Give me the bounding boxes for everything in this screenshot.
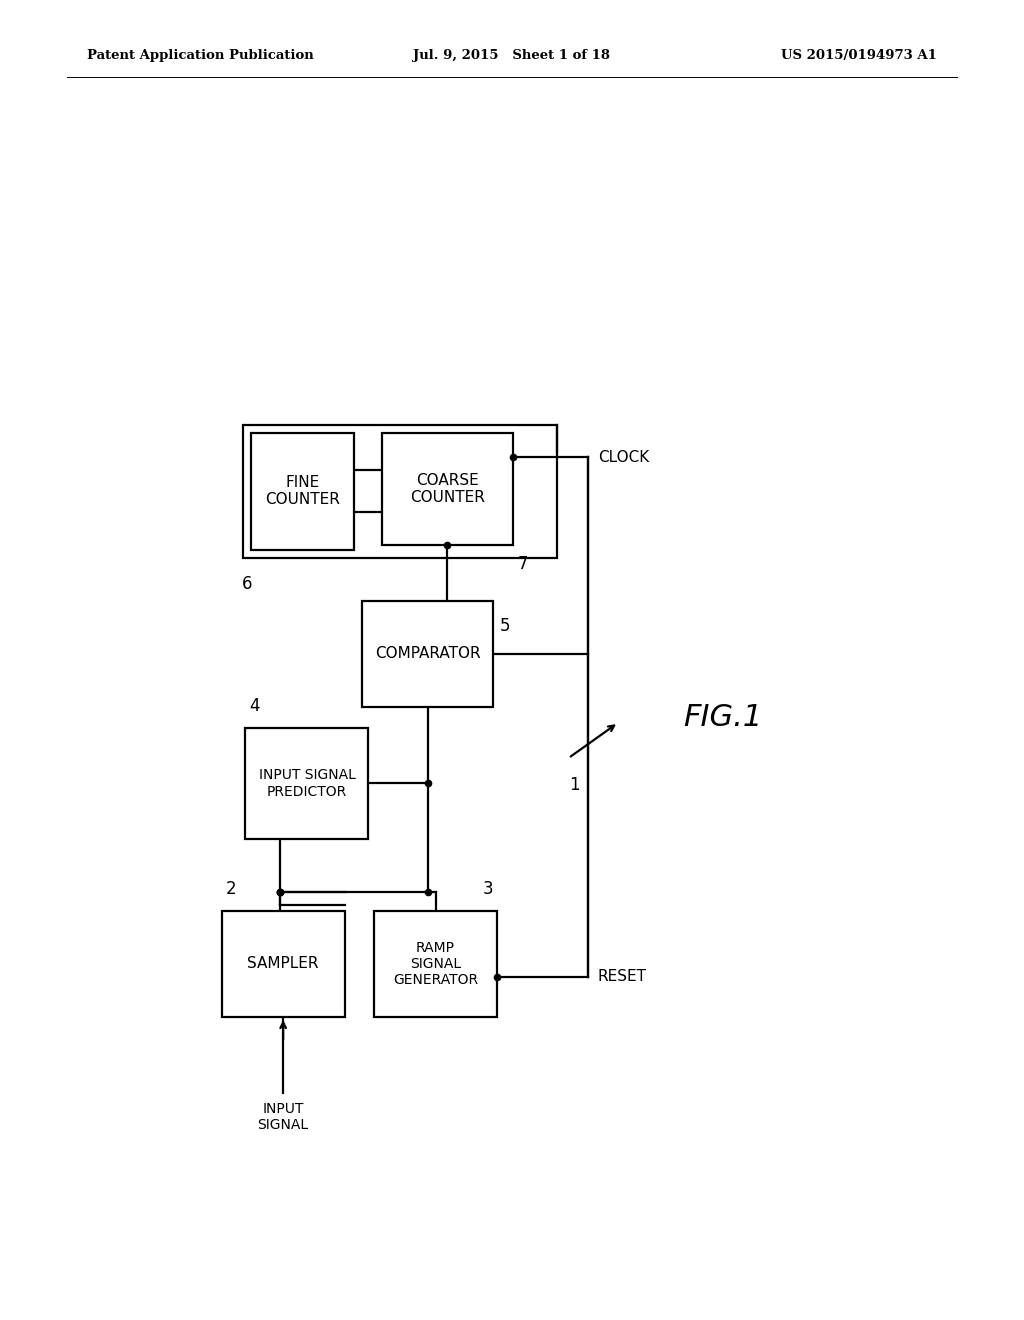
- Text: 7: 7: [518, 554, 528, 573]
- Text: FIG.1: FIG.1: [684, 704, 763, 731]
- Text: 2: 2: [225, 880, 237, 899]
- Text: FINE
COUNTER: FINE COUNTER: [265, 475, 340, 507]
- Text: RESET: RESET: [598, 969, 647, 985]
- Bar: [382, 433, 513, 545]
- Text: INPUT SIGNAL
PREDICTOR: INPUT SIGNAL PREDICTOR: [258, 768, 355, 799]
- Bar: [374, 911, 497, 1018]
- Text: 3: 3: [482, 880, 494, 899]
- Text: 6: 6: [242, 576, 252, 593]
- Text: COARSE
COUNTER: COARSE COUNTER: [410, 473, 484, 506]
- Text: INPUT
SIGNAL: INPUT SIGNAL: [258, 1102, 308, 1131]
- Text: Jul. 9, 2015   Sheet 1 of 18: Jul. 9, 2015 Sheet 1 of 18: [414, 49, 610, 62]
- Text: Patent Application Publication: Patent Application Publication: [87, 49, 313, 62]
- Text: CLOCK: CLOCK: [598, 450, 649, 465]
- Text: 5: 5: [500, 616, 510, 635]
- Bar: [243, 425, 556, 558]
- Text: SAMPLER: SAMPLER: [248, 957, 318, 972]
- Text: US 2015/0194973 A1: US 2015/0194973 A1: [781, 49, 937, 62]
- Bar: [221, 911, 345, 1018]
- Bar: [246, 727, 369, 840]
- Bar: [362, 601, 493, 708]
- Text: RAMP
SIGNAL
GENERATOR: RAMP SIGNAL GENERATOR: [393, 941, 478, 987]
- Bar: [251, 433, 354, 549]
- Text: 1: 1: [569, 776, 581, 795]
- Text: 4: 4: [250, 697, 260, 715]
- Text: COMPARATOR: COMPARATOR: [375, 647, 480, 661]
